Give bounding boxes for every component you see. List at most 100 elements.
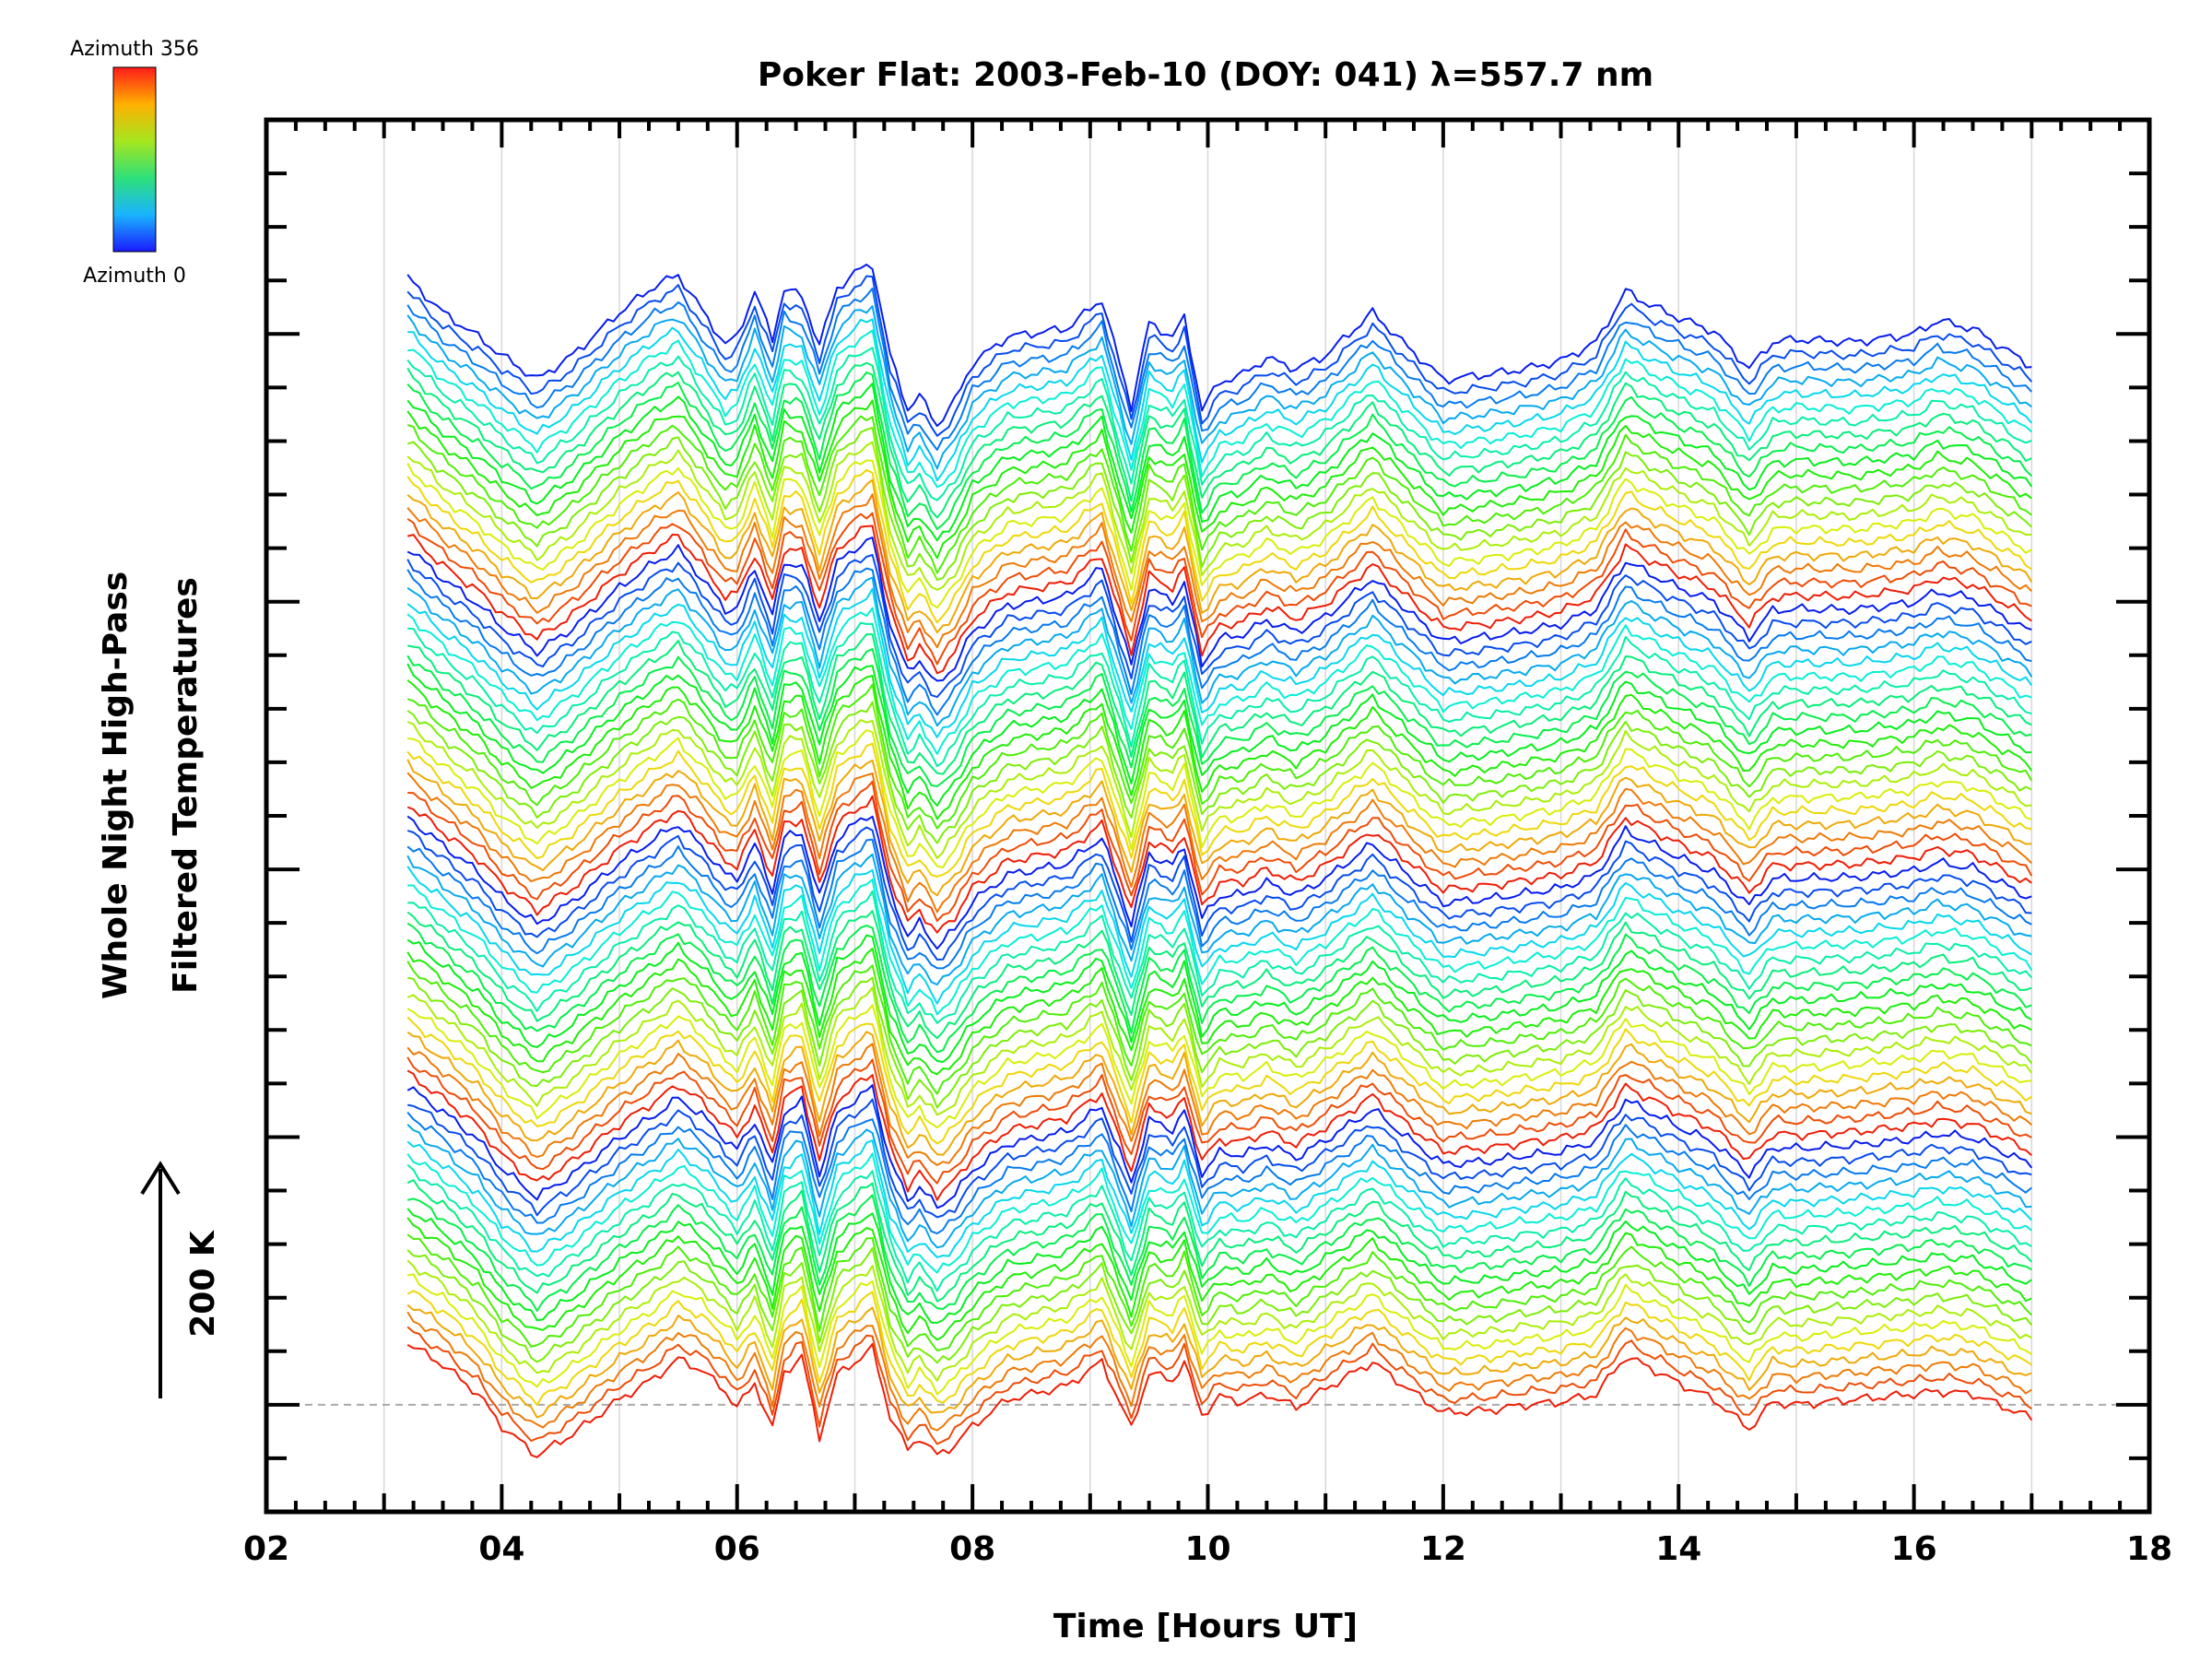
x-tick-label: 18 (2126, 1530, 2172, 1568)
temperature-trace (406, 567, 2032, 716)
temperature-trace (406, 1069, 2032, 1201)
temperature-trace (406, 1194, 2032, 1312)
chart-title: Poker Flat: 2003-Feb-10 (DOY: 041) λ=557… (758, 56, 1653, 94)
temperature-trace (406, 415, 2032, 574)
temperature-trace (406, 1208, 2032, 1324)
temperature-trace (406, 493, 2033, 649)
temperature-trace (406, 1290, 2032, 1407)
scale-label: 200 K (184, 1230, 222, 1338)
temperature-trace (406, 838, 2032, 970)
temperature-trace (406, 264, 2032, 428)
temperature-trace (406, 468, 2032, 624)
temperature-trace (406, 1152, 2032, 1274)
x-tick-label: 06 (714, 1530, 760, 1568)
temperature-trace (406, 701, 2032, 844)
temperature-trace (406, 866, 2032, 1005)
temperature-trace (407, 329, 2032, 489)
temperature-trace (406, 1342, 2033, 1458)
temperature-trace (406, 961, 2032, 1095)
temperature-trace (406, 1124, 2032, 1249)
scale-arrow: 200 K (140, 1161, 222, 1398)
temperature-trace (406, 1259, 2032, 1382)
temperature-trace (406, 648, 2032, 787)
colorbar: Azimuth 356 Azimuth 0 (70, 38, 199, 288)
temperature-trace (407, 1273, 2032, 1396)
temperature-trace (406, 1233, 2033, 1351)
temperature-trace (407, 621, 2032, 768)
temperature-trace (406, 934, 2032, 1063)
temperature-trace (406, 683, 2033, 830)
y-axis-label-line2: Filtered Temperatures (167, 577, 205, 994)
temperature-trace (406, 576, 2033, 727)
temperature-trace (406, 587, 2033, 738)
temperature-trace (406, 607, 2032, 755)
temperature-trace (406, 478, 2033, 634)
x-tick-label: 10 (1184, 1530, 1230, 1568)
temperature-trace (406, 948, 2032, 1076)
temperature-trace (406, 347, 2032, 501)
temperature-trace (406, 986, 2033, 1116)
temperature-trace (406, 275, 2033, 437)
temperature-trace (406, 1326, 2032, 1445)
colorbar-gradient (112, 66, 157, 253)
temperature-trace (407, 976, 2033, 1109)
temperature-trace (406, 922, 2032, 1054)
temperature-trace (406, 719, 2032, 859)
temperature-trace (406, 372, 2033, 531)
temperature-trace (406, 525, 2032, 675)
temperature-trace (406, 1056, 2032, 1185)
temperature-trace (406, 1084, 2033, 1209)
temperature-trace (406, 795, 2032, 934)
temperature-trace (406, 383, 2033, 542)
temperature-traces (406, 264, 2033, 1458)
temperature-trace (407, 318, 2033, 482)
temperature-trace (406, 459, 2032, 609)
temperature-trace (407, 879, 2033, 1016)
temperature-trace (407, 1098, 2032, 1219)
colorbar-top-label: Azimuth 356 (70, 38, 199, 61)
temperature-trace (406, 399, 2032, 560)
temperature-trace (406, 361, 2032, 519)
scale-arrow-head (140, 1161, 181, 1196)
temperature-trace (406, 675, 2033, 820)
temperature-trace (406, 910, 2032, 1040)
temperature-trace (406, 554, 2032, 699)
temperature-trace (406, 853, 2032, 986)
x-tick-label: 16 (1891, 1530, 1937, 1568)
temperature-trace (406, 742, 2032, 878)
x-tick-label: 02 (243, 1530, 289, 1568)
temperature-trace (407, 890, 2033, 1024)
temperature-trace (406, 759, 2032, 897)
temperature-trace (406, 1303, 2032, 1419)
temperature-trace (406, 427, 2032, 581)
temperature-trace (406, 287, 2033, 451)
x-tick-label: 14 (1655, 1530, 1701, 1568)
x-tick-labels: 02 04 06 08 10 12 14 16 18 (243, 1530, 2172, 1568)
temperature-trace (406, 1016, 2032, 1145)
temperature-trace (406, 772, 2033, 914)
temperature-trace (406, 1031, 2032, 1156)
temperature-trace (406, 512, 2032, 666)
temperature-trace (406, 305, 2032, 470)
temperature-trace (406, 537, 2032, 682)
temperature-trace (407, 780, 2033, 923)
x-tick-label: 04 (478, 1530, 524, 1568)
x-axis-label: Time [Hours UT] (1053, 1608, 1358, 1645)
temperature-trace (406, 1139, 2033, 1258)
temperature-trace (406, 441, 2032, 591)
temperature-trace (407, 633, 2032, 775)
temperature-trace (406, 1246, 2033, 1364)
x-tick-label: 08 (949, 1530, 995, 1568)
temperature-trace (407, 729, 2032, 868)
y-axis-label-line1: Whole Night High-Pass (97, 572, 135, 999)
temperature-trace (406, 1179, 2033, 1303)
temperature-trace (406, 1043, 2032, 1166)
temperature-trace (406, 826, 2032, 961)
temperature-trace (406, 1004, 2032, 1128)
temperature-trace (406, 1217, 2032, 1341)
temperature-trace (406, 1163, 2032, 1292)
plot-frame (264, 117, 2152, 1515)
temperature-trace (406, 815, 2032, 950)
